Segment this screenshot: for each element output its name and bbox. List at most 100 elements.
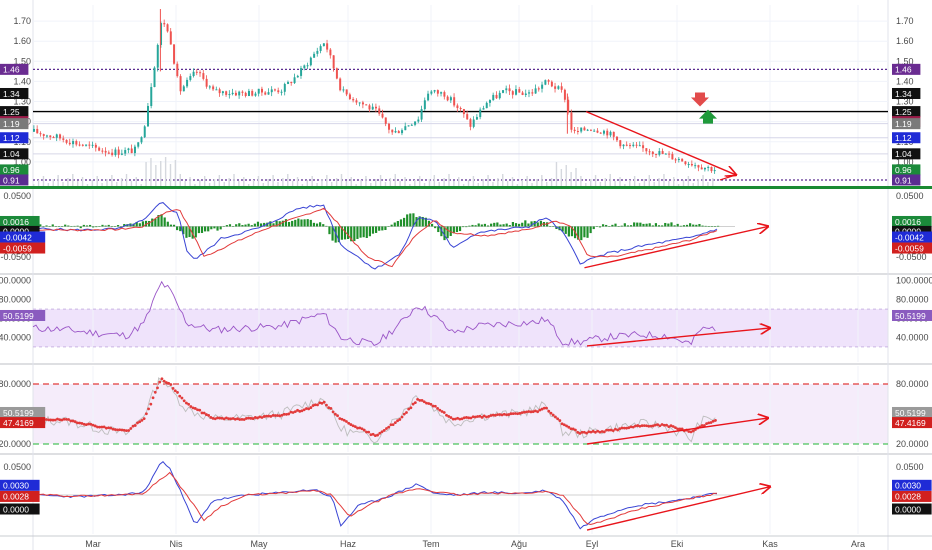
candle-body	[697, 165, 700, 168]
macd-line	[32, 202, 718, 270]
volume-bar	[375, 179, 377, 186]
macd-histogram-bar	[710, 226, 713, 227]
macd-histogram-bar	[580, 226, 583, 241]
candle-body	[303, 65, 306, 69]
candle-body	[280, 91, 283, 93]
candle-body	[378, 108, 381, 114]
macd-histogram-bar	[592, 226, 595, 230]
candle	[137, 141, 140, 149]
candle-body	[570, 112, 573, 130]
badge-label: 1.46	[3, 65, 20, 75]
candle-body	[482, 108, 485, 110]
macd-histogram-bar	[561, 226, 564, 232]
candle	[365, 104, 368, 106]
badge-label: 47.4169	[3, 418, 34, 428]
candle-body	[394, 131, 397, 133]
price-tick-right: 1.30	[896, 97, 914, 107]
stoch-slow-dot	[202, 411, 206, 415]
stoch-slow-dot	[402, 412, 406, 416]
candle-body	[322, 43, 325, 47]
candle	[345, 89, 348, 97]
badge-label: 0.0016	[3, 217, 29, 227]
price-badge-1.46-right: 1.46	[892, 63, 921, 75]
macd-histogram-bar	[626, 225, 630, 227]
volume-bar	[247, 184, 250, 186]
volume-bar	[164, 157, 167, 186]
candle	[335, 67, 338, 80]
stoch-slow-dot	[149, 402, 153, 406]
price-tick-left: 1.40	[13, 76, 31, 86]
osc-badge-zero-right: 0.0000	[892, 503, 932, 515]
volume-bar	[648, 175, 650, 186]
stoch-slow-dot	[525, 410, 528, 414]
price-badge-1.46-left: 1.46	[0, 63, 29, 75]
price-tick-left: 1.70	[13, 16, 31, 26]
volume-bar	[277, 182, 279, 186]
candle-body	[365, 104, 368, 106]
rsi-band	[33, 309, 888, 347]
stoch-slow-dot	[287, 412, 291, 416]
candle-body	[225, 91, 228, 95]
rsi-badge-right: 50.5199	[892, 309, 932, 321]
volume-bar	[96, 176, 98, 186]
candle	[713, 167, 716, 174]
badge-box	[0, 225, 40, 237]
badge-box	[892, 479, 932, 491]
badge-box	[892, 174, 921, 186]
stoch-slow-dot	[460, 417, 464, 421]
volume-bar	[218, 175, 221, 186]
osc-badge-blue-right: 0.0030	[892, 479, 932, 491]
candle-body	[290, 81, 293, 84]
macd-histogram-bar	[483, 223, 487, 227]
badge-box	[892, 118, 921, 130]
candle	[319, 44, 322, 54]
macd-histogram-bar	[642, 223, 645, 227]
macd-histogram-bar	[468, 225, 471, 227]
volume-bar	[414, 180, 416, 186]
candle	[208, 85, 211, 90]
stoch-slow-dot	[540, 407, 544, 411]
month-label-Haz: Haz	[340, 539, 357, 549]
candle-body	[710, 166, 713, 172]
candle	[443, 90, 446, 100]
stoch-slow-dot	[133, 424, 137, 427]
candle-body	[433, 90, 436, 92]
volume-bar	[199, 180, 201, 186]
macd-histogram-bar	[294, 219, 297, 227]
buy-arrow-shape	[699, 109, 717, 124]
stoch-slow-dot	[476, 415, 479, 418]
macd-histogram-bar	[434, 226, 437, 229]
candle	[596, 128, 599, 134]
candle	[567, 96, 570, 115]
badge-label: 0.0000	[3, 504, 29, 514]
stoch-slow-dot	[151, 396, 155, 400]
stoch-slow-dot	[227, 417, 231, 421]
volume-bar	[331, 182, 333, 186]
macd-histogram-bar	[350, 226, 353, 242]
candle-body	[205, 78, 208, 87]
stoch-slow-dot	[456, 416, 459, 420]
candle	[417, 116, 420, 124]
stoch-slow-dot	[667, 425, 671, 429]
candle	[423, 97, 426, 111]
macd-histogram-bar	[530, 221, 533, 227]
volume-bar	[91, 180, 94, 186]
candle	[381, 109, 384, 119]
candle-body	[375, 106, 377, 109]
candle-body	[46, 135, 49, 137]
stoch-slow-dot	[385, 427, 388, 430]
candle	[339, 77, 342, 92]
volume-divider	[0, 186, 932, 189]
stoch-slow-dot	[191, 406, 195, 410]
macd-histogram-bar	[120, 226, 123, 227]
stoch-slow-dot	[356, 426, 359, 430]
candle	[153, 66, 156, 88]
stoch-slow-dot	[431, 404, 435, 408]
candle	[661, 148, 664, 155]
candle-body	[629, 145, 632, 147]
candle	[127, 147, 130, 154]
macd-histogram-bar	[353, 226, 356, 242]
price-badge-1.19-left: 1.19	[0, 118, 29, 130]
candle-body	[599, 132, 602, 134]
candle-body	[104, 150, 107, 153]
